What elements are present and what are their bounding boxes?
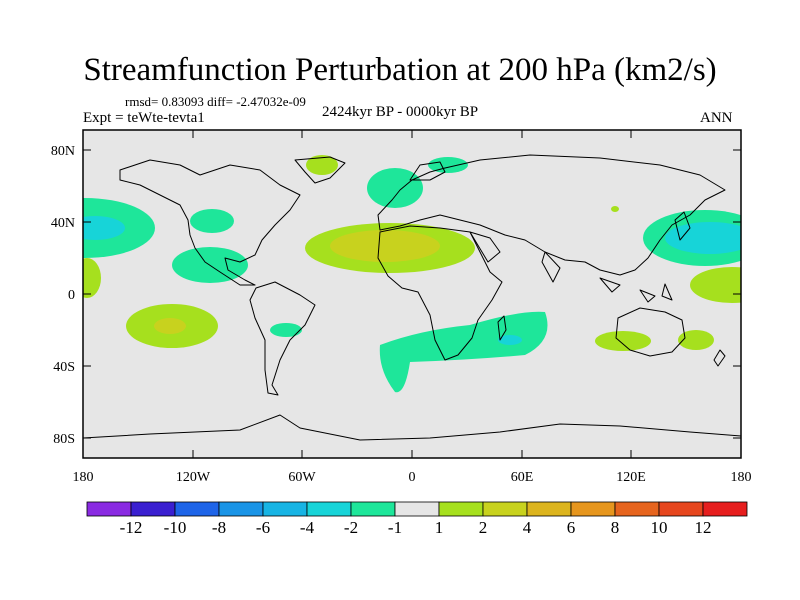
colorbar-label: -1 (388, 518, 402, 537)
colorbar-swatch (482, 501, 528, 517)
neg-anomaly-npacific-east-core (83, 216, 125, 240)
map-title: Streamfunction Perturbation at 200 hPa (… (83, 52, 717, 88)
pos-anomaly-wpacific (690, 267, 741, 303)
colorbar-label: -2 (344, 518, 358, 537)
season-label: ANN (700, 110, 733, 126)
lon-tick-label: 120E (616, 470, 646, 485)
colorbar-swatch (614, 501, 660, 517)
coast-se-asia (599, 277, 673, 303)
coast-madagascar (497, 315, 507, 341)
colorbar-swatch (570, 501, 616, 517)
pos-anomaly-saharan-core (330, 230, 440, 262)
lat-tick-label: 40N (51, 216, 75, 231)
coast-australia (615, 307, 686, 357)
colorbar-swatch (702, 501, 748, 517)
neg-anomaly-nwamerica (190, 209, 234, 233)
lat-tick-label: 80N (51, 144, 75, 159)
colorbar-swatch (218, 501, 264, 517)
colorbar-label: 4 (523, 518, 532, 537)
lat-tick-label: 0 (68, 288, 75, 303)
colorbar-swatch (526, 501, 572, 517)
pos-anomaly-australia-e (678, 330, 714, 350)
pos-anomaly-asia-small (611, 206, 619, 212)
coast-antarctica (83, 414, 741, 441)
colorbar-label: -8 (212, 518, 226, 537)
coast-arabia-india (469, 231, 561, 283)
colorbar-label: -4 (300, 518, 315, 537)
colorbar-label: -6 (256, 518, 270, 537)
colorbar-label: 1 (435, 518, 444, 537)
colorbar-label: 6 (567, 518, 576, 537)
anomaly-contours (83, 155, 741, 393)
lat-tick-label: 40S (53, 360, 75, 375)
lon-tick-label: 120W (176, 470, 211, 485)
neg-anomaly-natlantic (367, 168, 423, 208)
colorbar-swatch (174, 501, 220, 517)
experiment-label: Expt = teWte-tevta1 (83, 110, 205, 126)
lon-tick-label: 180 (731, 470, 752, 485)
colorbar-swatch (130, 501, 176, 517)
time-period-label: 2424kyr BP - 0000kyr BP (322, 104, 479, 120)
coast-eurasia (377, 154, 726, 276)
pos-anomaly-australia-w (595, 331, 651, 351)
pos-anomaly-greenland (306, 155, 338, 175)
lon-tick-label: 180 (73, 470, 94, 485)
coast-north-america (119, 159, 301, 286)
colorbar-swatch (394, 501, 440, 517)
lon-tick-marks (82, 130, 742, 458)
rmsd-diff-stats: rmsd= 0.83093 diff= -2.47032e-09 (125, 94, 306, 109)
neg-anomaly-npacific-west-core (665, 222, 741, 254)
colorbar-swatch (262, 501, 308, 517)
neg-anomaly-southern-ocean (379, 311, 548, 393)
coast-japan (674, 211, 691, 241)
colorbar-swatch (658, 501, 704, 517)
lat-tick-label: 80S (53, 432, 75, 447)
lon-tick-label: 60E (511, 470, 534, 485)
colorbar-label: 8 (611, 518, 620, 537)
coast-south-america (249, 281, 316, 396)
coast-new-zealand (713, 349, 726, 367)
colorbar-label: 12 (695, 518, 712, 537)
colorbar-swatch (350, 501, 396, 517)
neg-anomaly-norway (428, 157, 468, 173)
colorbar-label: 10 (651, 518, 668, 537)
colorbar-swatch (306, 501, 352, 517)
coast-scandinavia (409, 161, 446, 181)
colorbar-label: -12 (120, 518, 143, 537)
neg-anomaly-madagascar-core (498, 335, 522, 345)
pos-anomaly-epacific (83, 258, 101, 298)
colorbar-label: 2 (479, 518, 488, 537)
lon-tick-label: 60W (288, 470, 316, 485)
colorbar (86, 501, 748, 517)
coastlines (83, 154, 741, 441)
lat-tick-marks (83, 149, 741, 439)
colorbar-label: -10 (164, 518, 187, 537)
pos-anomaly-spacific-core (154, 318, 186, 334)
colorbar-swatch (438, 501, 484, 517)
neg-anomaly-southamerica (270, 323, 302, 337)
lon-tick-label: 0 (409, 470, 416, 485)
colorbar-swatch (86, 501, 132, 517)
coast-greenland (294, 156, 346, 184)
